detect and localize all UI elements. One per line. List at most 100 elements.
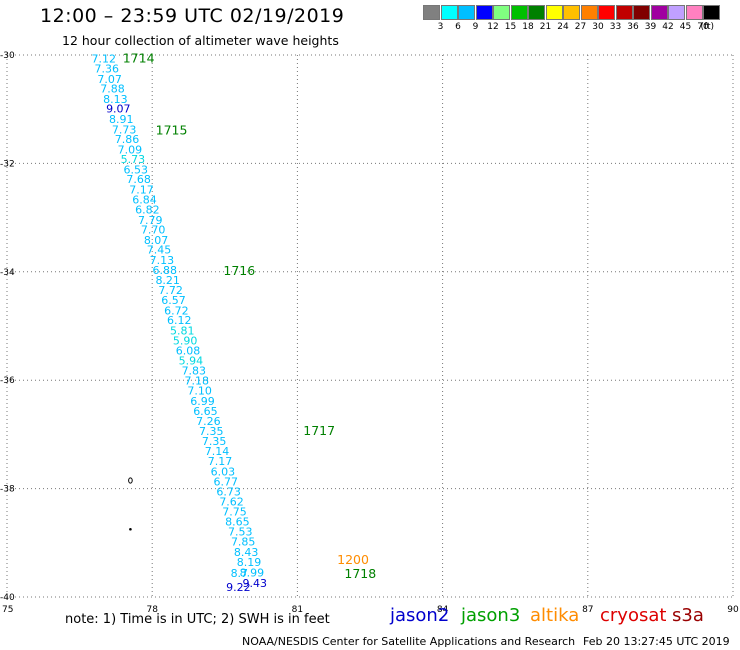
wave-height-value: 7.62: [219, 496, 244, 509]
wave-height-value: 6.57: [161, 294, 186, 307]
wave-height-value: 7.14: [205, 445, 230, 458]
y-tick-label: -32: [0, 159, 15, 169]
wave-height-value: 7.35: [199, 425, 224, 438]
wave-height-value: 9.43: [243, 577, 268, 590]
island-mark: [128, 477, 133, 484]
y-tick-label: -36: [0, 376, 15, 386]
colorbar-swatch: [685, 5, 703, 20]
wave-height-value: 6.99: [190, 395, 215, 408]
colorbar-swatch: [598, 5, 615, 20]
wave-height-value: 7.35: [202, 435, 227, 448]
satellite-legend-s3a: s3a: [672, 605, 704, 626]
colorbar-label: 9: [472, 22, 479, 32]
pass-time-label: 1717: [303, 423, 335, 438]
wave-height-value: 6.77: [214, 476, 239, 489]
wave-height-value: 5.73: [121, 153, 146, 166]
units-note: note: 1) Time is in UTC; 2) SWH is in fe…: [65, 612, 330, 627]
colorbar-label: 21: [539, 22, 552, 32]
wave-height-value: 8.21: [155, 274, 180, 287]
wave-height-value: 6.84: [132, 194, 157, 207]
wave-height-value: 7.68: [126, 173, 151, 186]
wave-height-value: 7.07: [97, 73, 122, 86]
satellite-legend-altika: altika: [530, 605, 580, 626]
wave-height-value: 7.26: [196, 415, 221, 428]
wave-height-value: 7.10: [187, 384, 212, 397]
colorbar-swatch: [475, 5, 493, 20]
colorbar-unit: (ft): [700, 22, 715, 32]
colorbar-label: 6: [455, 22, 461, 32]
map-title: 12:00 – 23:59 UTC 02/19/2019: [40, 5, 345, 27]
wave-height-value: 7.73: [112, 123, 137, 136]
pass-time-label: 1200: [337, 552, 369, 567]
pass-time-label: 1715: [156, 122, 188, 137]
wave-height-value: 6.08: [176, 344, 201, 357]
colorbar-swatch: [633, 5, 650, 20]
wave-height-value: 6.03: [211, 465, 236, 478]
colorbar-label: 36: [627, 22, 639, 32]
satellite-legend-jason2: jason2: [390, 605, 450, 626]
colorbar-swatch: [668, 5, 685, 20]
wave-height-value: 7.85: [231, 536, 256, 549]
colorbar-label: 15: [504, 22, 517, 32]
pass-time-label: 1714: [123, 51, 155, 66]
colorbar-swatch: [510, 5, 528, 20]
y-tick-label: -40: [0, 593, 15, 603]
satellite-legend-jason3: jason3: [461, 605, 521, 626]
colorbar-label: 3: [437, 22, 444, 32]
satellite-legend-cryosat: cryosat: [600, 605, 667, 626]
colorbar-swatch: [545, 5, 563, 20]
wave-height-value: 7.18: [184, 375, 209, 388]
colorbar-label: 24: [557, 22, 569, 32]
island-mark: [129, 527, 132, 531]
colorbar-swatch: [563, 5, 580, 20]
wave-height-value: 6.73: [216, 485, 241, 498]
colorbar-label: 33: [609, 22, 622, 32]
generation-timestamp: Feb 20 13:27:45 UTC 2019: [583, 635, 730, 648]
wave-height-value: 7.13: [150, 254, 175, 267]
wave-height-value: 7.75: [222, 505, 247, 518]
pass-time-label: 1718: [344, 566, 376, 581]
colorbar-swatch: [528, 5, 545, 20]
colorbar-swatch: [493, 5, 510, 20]
wave-height-value: 8.13: [103, 93, 128, 106]
wave-height-value: 8.7: [231, 567, 249, 580]
y-tick-label: -34: [0, 268, 15, 278]
wave-height-value: 8.43: [234, 546, 259, 559]
wave-height-value: 7.12: [92, 52, 117, 65]
wave-height-value: 7.17: [208, 455, 233, 468]
wave-height-value: 7.86: [115, 133, 140, 146]
wave-height-value: 8.07: [144, 234, 169, 247]
x-tick-label: 78: [146, 605, 158, 615]
colorbar-label: 18: [522, 22, 534, 32]
x-tick-label: 87: [582, 605, 593, 615]
wave-height-value: 9.22: [226, 581, 251, 594]
wave-height-value: 5.90: [173, 335, 198, 348]
colorbar-swatch: [703, 5, 720, 20]
colorbar-label: 42: [662, 22, 674, 32]
colorbar-label: 12: [487, 22, 499, 32]
x-tick-label: 90: [727, 605, 739, 615]
wave-height-value: 7.45: [147, 244, 172, 257]
wave-height-value: 7.70: [141, 224, 166, 237]
colorbar-label: 70: [697, 22, 709, 32]
colorbar-label: 30: [592, 22, 604, 32]
wave-height-value: 8.19: [237, 556, 262, 569]
colorbar-label: 27: [574, 22, 587, 32]
wave-height-value: 7.53: [228, 525, 253, 538]
colorbar-swatch: [458, 5, 475, 20]
wave-height-value: 8.65: [225, 516, 250, 529]
colorbar-swatch: [650, 5, 668, 20]
wave-height-value: 6.88: [153, 264, 178, 277]
credit-line: NOAA/NESDIS Center for Satellite Applica…: [242, 635, 576, 648]
map-subtitle: 12 hour collection of altimeter wave hei…: [62, 33, 339, 48]
colorbar-swatch: [580, 5, 598, 20]
wave-height-value: 7.88: [100, 83, 125, 96]
wave-height-value: 7.09: [118, 143, 143, 156]
wave-height-value: 7.36: [94, 63, 119, 76]
wave-height-value: 7.83: [182, 364, 207, 377]
wave-height-value: 8.99: [240, 567, 265, 580]
x-tick-label: 75: [2, 605, 13, 615]
wave-height-value: 6.72: [164, 304, 189, 317]
colorbar-label: 45: [679, 22, 692, 32]
